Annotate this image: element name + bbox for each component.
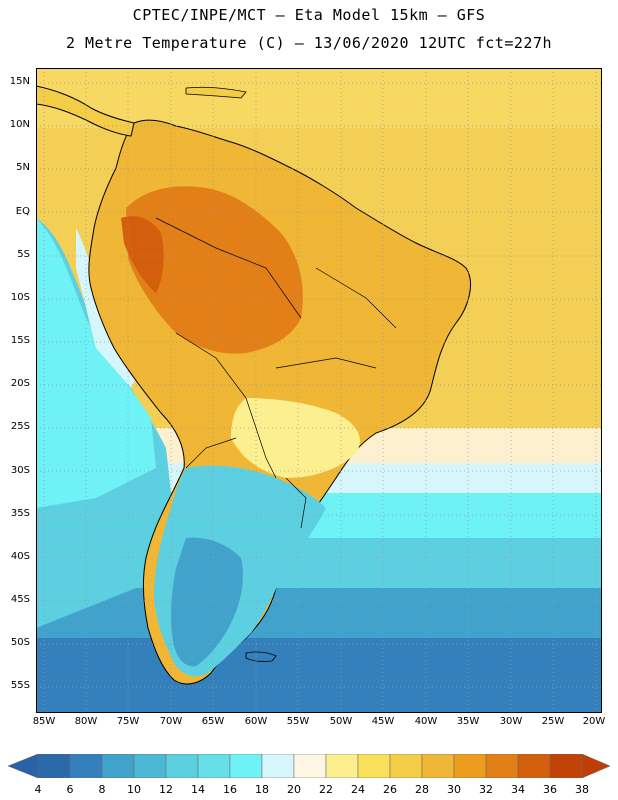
colorbar-segment — [421, 754, 455, 778]
lat-label: 25S — [10, 421, 30, 432]
colorbar-label: 32 — [479, 783, 493, 796]
amazon-hot-core — [126, 186, 303, 354]
colorbar-label: 30 — [447, 783, 461, 796]
colorbar-segment — [453, 754, 487, 778]
lat-label: 5S — [17, 249, 30, 260]
colorbar-segment — [229, 754, 263, 778]
colorbar-segment — [37, 754, 71, 778]
colorbar-label: 38 — [575, 783, 589, 796]
colorbar-segment — [549, 754, 583, 778]
lon-label: 45W — [371, 716, 395, 727]
lat-label: 10S — [10, 292, 30, 303]
lat-label: 35S — [10, 508, 30, 519]
map-frame — [36, 68, 602, 713]
colorbar-segment — [133, 754, 167, 778]
country-borders — [155, 217, 397, 529]
lat-label: EQ — [15, 206, 30, 217]
lon-label: 65W — [201, 716, 225, 727]
lon-label: 85W — [32, 716, 56, 727]
colorbar-segment — [485, 754, 519, 778]
patagonia-blue — [171, 537, 243, 667]
temperature-map — [36, 68, 602, 713]
pacific-cyan-current — [36, 218, 156, 508]
colorbar-segment — [389, 754, 423, 778]
lat-label: 30S — [10, 465, 30, 476]
colorbar-label: 22 — [319, 783, 333, 796]
colorbar-segment — [261, 754, 295, 778]
lat-label: 10N — [9, 119, 30, 130]
lon-label: 20W — [582, 716, 606, 727]
colorbar-label: 4 — [34, 783, 42, 796]
andes-hot-core — [121, 216, 164, 293]
colorbar-segment — [101, 754, 135, 778]
colorbar-label: 24 — [351, 783, 365, 796]
colorbar-label: 6 — [66, 783, 74, 796]
colorbar-label: 12 — [159, 783, 173, 796]
lon-label: 30W — [499, 716, 523, 727]
colorbar-label: 26 — [383, 783, 397, 796]
chart-title-line1: CPTEC/INPE/MCT – Eta Model 15km – GFS — [132, 6, 486, 24]
colorbar-high-arrow — [581, 754, 611, 778]
lon-label: 50W — [329, 716, 353, 727]
colorbar-label: 18 — [255, 783, 269, 796]
colorbar-label: 10 — [127, 783, 141, 796]
colorbar-segment — [293, 754, 327, 778]
colorbar-segment — [165, 754, 199, 778]
colorbar-segment — [197, 754, 231, 778]
lat-label: 55S — [10, 680, 30, 691]
lat-label: 15S — [10, 335, 30, 346]
colorbar-label: 20 — [287, 783, 301, 796]
caribbean-island — [185, 86, 247, 99]
lon-label: 40W — [414, 716, 438, 727]
lon-label: 25W — [541, 716, 565, 727]
colorbar-segment — [69, 754, 103, 778]
southeast-pale — [231, 398, 360, 478]
colorbar-low-arrow — [8, 754, 39, 778]
chart-title-line2: 2 Metre Temperature (C) – 13/06/2020 12U… — [65, 34, 553, 52]
lat-label: 5N — [16, 162, 30, 173]
colorbar — [8, 754, 611, 778]
colorbar-label: 34 — [511, 783, 525, 796]
colorbar-segment — [517, 754, 551, 778]
colorbar-segment — [325, 754, 359, 778]
colorbar-segment — [357, 754, 391, 778]
lat-label: 45S — [10, 594, 30, 605]
lat-label: 40S — [10, 551, 30, 562]
lon-label: 55W — [286, 716, 310, 727]
colorbar-label: 8 — [98, 783, 106, 796]
colorbar-label: 14 — [191, 783, 205, 796]
lon-label: 60W — [244, 716, 268, 727]
lat-label: 15N — [9, 76, 30, 87]
falklands-island — [245, 651, 277, 662]
lon-label: 80W — [74, 716, 98, 727]
lon-label: 75W — [116, 716, 140, 727]
lon-label: 35W — [456, 716, 480, 727]
colorbar-label: 16 — [223, 783, 237, 796]
lat-label: 50S — [10, 637, 30, 648]
lat-label: 20S — [10, 378, 30, 389]
ocean-band-north-light — [36, 68, 602, 128]
ocean-band-deep-blue — [36, 638, 602, 713]
colorbar-label: 28 — [415, 783, 429, 796]
lon-label: 70W — [159, 716, 183, 727]
colorbar-label: 36 — [543, 783, 557, 796]
central-america-land — [36, 85, 135, 137]
